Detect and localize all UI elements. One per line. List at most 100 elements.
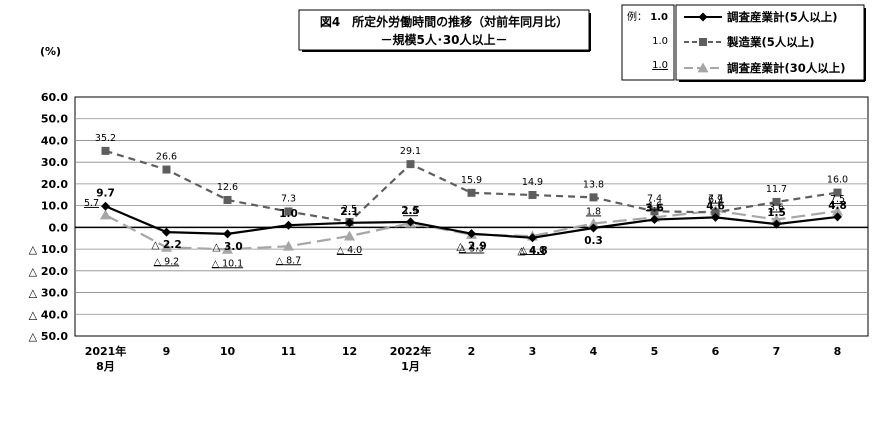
data-point-diamond [650, 215, 659, 225]
data-label: △ 2.2 [151, 239, 181, 251]
x-tick-label: 2021年 8月 [85, 344, 127, 373]
data-point-square [406, 160, 415, 169]
legend-example-header: 例： [627, 10, 647, 23]
data-label: 2.5 [401, 205, 420, 217]
y-axis-label: (%) [40, 45, 61, 58]
data-point-diamond [467, 229, 476, 239]
legend-label: 製造業(5人以上) [726, 35, 815, 49]
data-label: 12.6 [217, 182, 238, 193]
data-point-diamond [406, 217, 415, 227]
data-label: 2.1 [340, 206, 359, 218]
data-label: 14.9 [522, 177, 543, 188]
data-point-diamond [528, 233, 537, 243]
data-label: 4.6 [647, 200, 662, 211]
data-label: 9.7 [96, 187, 115, 199]
x-tick-label: 5 [651, 345, 659, 358]
data-label: 1.0 [279, 208, 298, 220]
data-label: 6.9 [708, 194, 723, 205]
data-point-square [589, 193, 598, 202]
x-tick-label: 2 [468, 345, 476, 358]
data-point-square [699, 38, 707, 46]
x-tick-label: 8 [834, 345, 842, 358]
data-point-diamond [698, 12, 708, 22]
data-label: 3.6 [645, 203, 664, 215]
data-label: 15.9 [461, 175, 482, 186]
legend-item: 製造業(5人以上) [684, 35, 815, 49]
data-point-square [162, 165, 171, 174]
y-tick-label: 50.0 [41, 113, 68, 126]
y-tick-label: △ 50.0 [29, 330, 69, 343]
data-point-diamond [345, 218, 354, 228]
data-label: 7.4 [647, 193, 662, 204]
data-label: △ 4.0 [337, 245, 362, 256]
legend-example-frame [621, 4, 675, 81]
data-label: 7.5 [830, 194, 845, 205]
x-tick-label: 11 [281, 345, 296, 358]
legend-example-value: 1.0 [652, 36, 668, 47]
legend-item: 調査産業計(30人以上) [684, 61, 846, 75]
data-label: 1.5 [767, 207, 786, 219]
y-tick-label: 40.0 [41, 134, 68, 147]
x-tick-label: 7 [773, 345, 781, 358]
data-label: 3.6 [769, 203, 784, 214]
data-label: 29.1 [400, 146, 421, 157]
chart-subtitle: －規模5人･30人以上－ [380, 32, 507, 47]
plot-area [74, 96, 869, 337]
legend-example-value: 1.0 [650, 12, 668, 23]
y-gridlines [75, 118, 868, 315]
data-label: 35.2 [95, 133, 116, 144]
data-point-triangle [697, 62, 709, 73]
data-point-square [284, 207, 293, 216]
data-label: 0.3 [584, 235, 603, 247]
data-label: 1.9 [403, 206, 418, 217]
data-point-diamond [223, 229, 232, 239]
data-point-triangle [100, 209, 111, 220]
data-label: 26.6 [156, 152, 177, 163]
data-label: △ 10.1 [212, 258, 243, 269]
legend-example-value: 1.0 [652, 60, 668, 71]
data-label: 1.8 [586, 206, 601, 217]
data-label: △ 2.9 [456, 241, 486, 253]
x-tick-label: 12 [342, 345, 357, 358]
chart-title: 図4 所定外労働時間の推移（対前年同月比） [320, 14, 568, 29]
legend-label: 調査産業計(30人以上) [727, 61, 846, 75]
data-point-diamond [833, 212, 842, 222]
data-label: 7.3 [281, 194, 296, 205]
data-point-diamond [589, 223, 598, 233]
data-label: 4.6 [706, 200, 725, 212]
data-label: △ 4.8 [517, 245, 547, 257]
data-label: 7.7 [708, 194, 723, 205]
x-tick-labels: 2021年 8月 9 10 11 12 2022年 1月 2 3 4 5 6 7 8 [85, 344, 842, 373]
y-tick-label: 30.0 [41, 156, 68, 169]
data-label: △ 3.0 [212, 241, 242, 253]
data-point-triangle [283, 240, 294, 251]
data-point-diamond [101, 201, 110, 211]
data-label: 16.0 [827, 175, 848, 186]
data-label: △ 9.2 [154, 256, 179, 267]
y-tick-label: 10.0 [41, 200, 68, 213]
y-tick-label: △ 30.0 [29, 287, 69, 300]
x-tick-label: 10 [220, 345, 236, 358]
legend: 調査産業計(5人以上) 製造業(5人以上) 調査産業計(30人以上) [675, 4, 866, 82]
chart-title-box: 図4 所定外労働時間の推移（対前年同月比） －規模5人･30人以上－ [298, 9, 591, 52]
data-point-diamond [162, 227, 171, 237]
data-point-square [528, 190, 537, 199]
y-tick-label: △ 40.0 [29, 308, 69, 321]
x-tick-label: 4 [590, 345, 598, 358]
data-point-square [772, 197, 781, 206]
y-tick-label: 0.0 [49, 221, 69, 234]
series-2 [101, 146, 842, 226]
data-point-square [711, 208, 720, 217]
y-tick-label: △ 10.0 [29, 243, 69, 256]
data-labels: 9.7△ 2.2 △ 3.01.0 2.1 2.5△ 2.9 △ 4.80.33.6 4.… [84, 133, 848, 269]
data-label: △ 8.7 [276, 255, 301, 266]
data-label: 2.5 [342, 204, 357, 215]
data-point-diamond [711, 212, 720, 222]
data-label: 5.7 [84, 198, 99, 209]
data-label: 13.8 [583, 179, 604, 190]
data-label: △ 4.0 [520, 245, 545, 256]
data-label: △ 3.3 [459, 244, 484, 255]
data-point-triangle [344, 230, 355, 241]
